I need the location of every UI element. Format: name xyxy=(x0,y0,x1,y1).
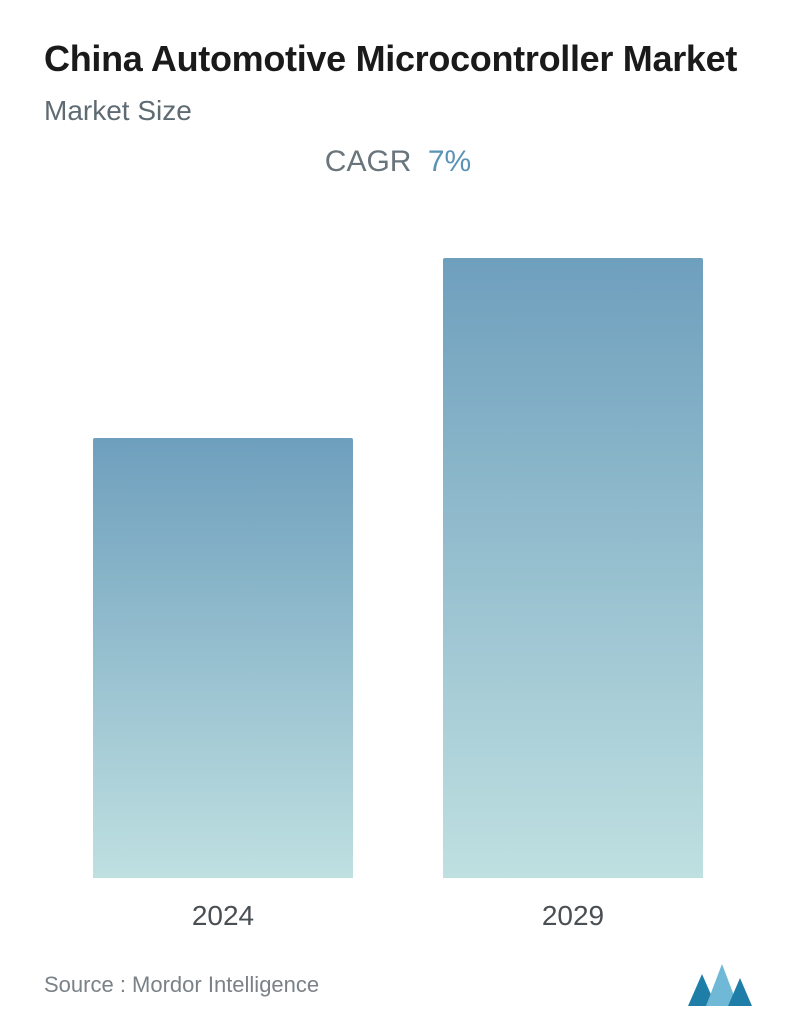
bar xyxy=(443,258,703,878)
chart-container: China Automotive Microcontroller Market … xyxy=(0,0,796,1034)
cagr-value: 7% xyxy=(428,145,471,178)
bar-category-label: 2029 xyxy=(542,900,604,932)
mordor-logo-icon xyxy=(688,964,752,1006)
brand-logo xyxy=(688,964,752,1006)
source-text: Source : Mordor Intelligence xyxy=(44,972,319,998)
bar xyxy=(93,438,353,878)
cagr-row: CAGR 7% xyxy=(44,145,752,179)
bar-group: 2024 xyxy=(93,438,353,932)
chart-subtitle: Market Size xyxy=(44,95,752,127)
bar-group: 2029 xyxy=(443,258,703,932)
bar-category-label: 2024 xyxy=(192,900,254,932)
chart-plot-area: 2024 2029 xyxy=(44,179,752,932)
chart-title: China Automotive Microcontroller Market xyxy=(44,36,752,81)
cagr-label: CAGR xyxy=(325,145,412,178)
chart-footer: Source : Mordor Intelligence xyxy=(44,960,752,1006)
